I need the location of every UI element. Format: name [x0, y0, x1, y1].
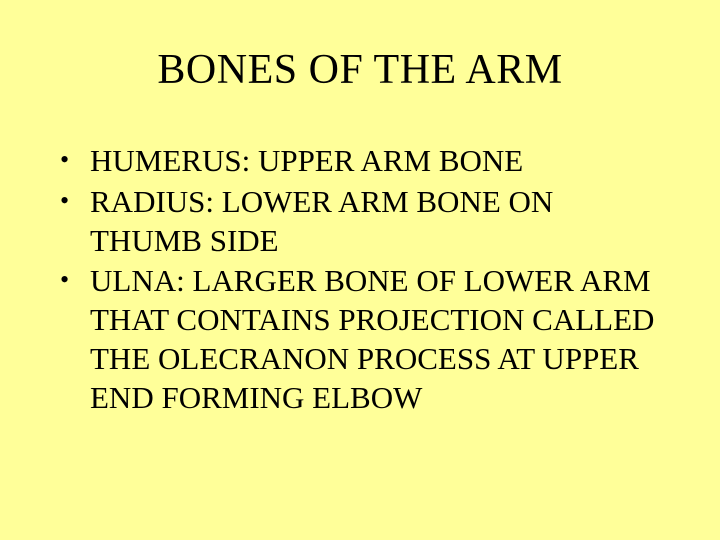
- list-item: RADIUS: LOWER ARM BONE ON THUMB SIDE: [60, 183, 670, 261]
- bullet-list: HUMERUS: UPPER ARM BONE RADIUS: LOWER AR…: [0, 124, 720, 417]
- bullet-text: HUMERUS: UPPER ARM BONE: [90, 143, 523, 178]
- list-item: HUMERUS: UPPER ARM BONE: [60, 142, 670, 181]
- slide-title: BONES OF THE ARM: [0, 0, 720, 124]
- slide: BONES OF THE ARM HUMERUS: UPPER ARM BONE…: [0, 0, 720, 540]
- bullet-text: RADIUS: LOWER ARM BONE ON THUMB SIDE: [90, 184, 553, 258]
- bullet-text: ULNA: LARGER BONE OF LOWER ARM THAT CONT…: [90, 263, 654, 414]
- list-item: ULNA: LARGER BONE OF LOWER ARM THAT CONT…: [60, 262, 670, 417]
